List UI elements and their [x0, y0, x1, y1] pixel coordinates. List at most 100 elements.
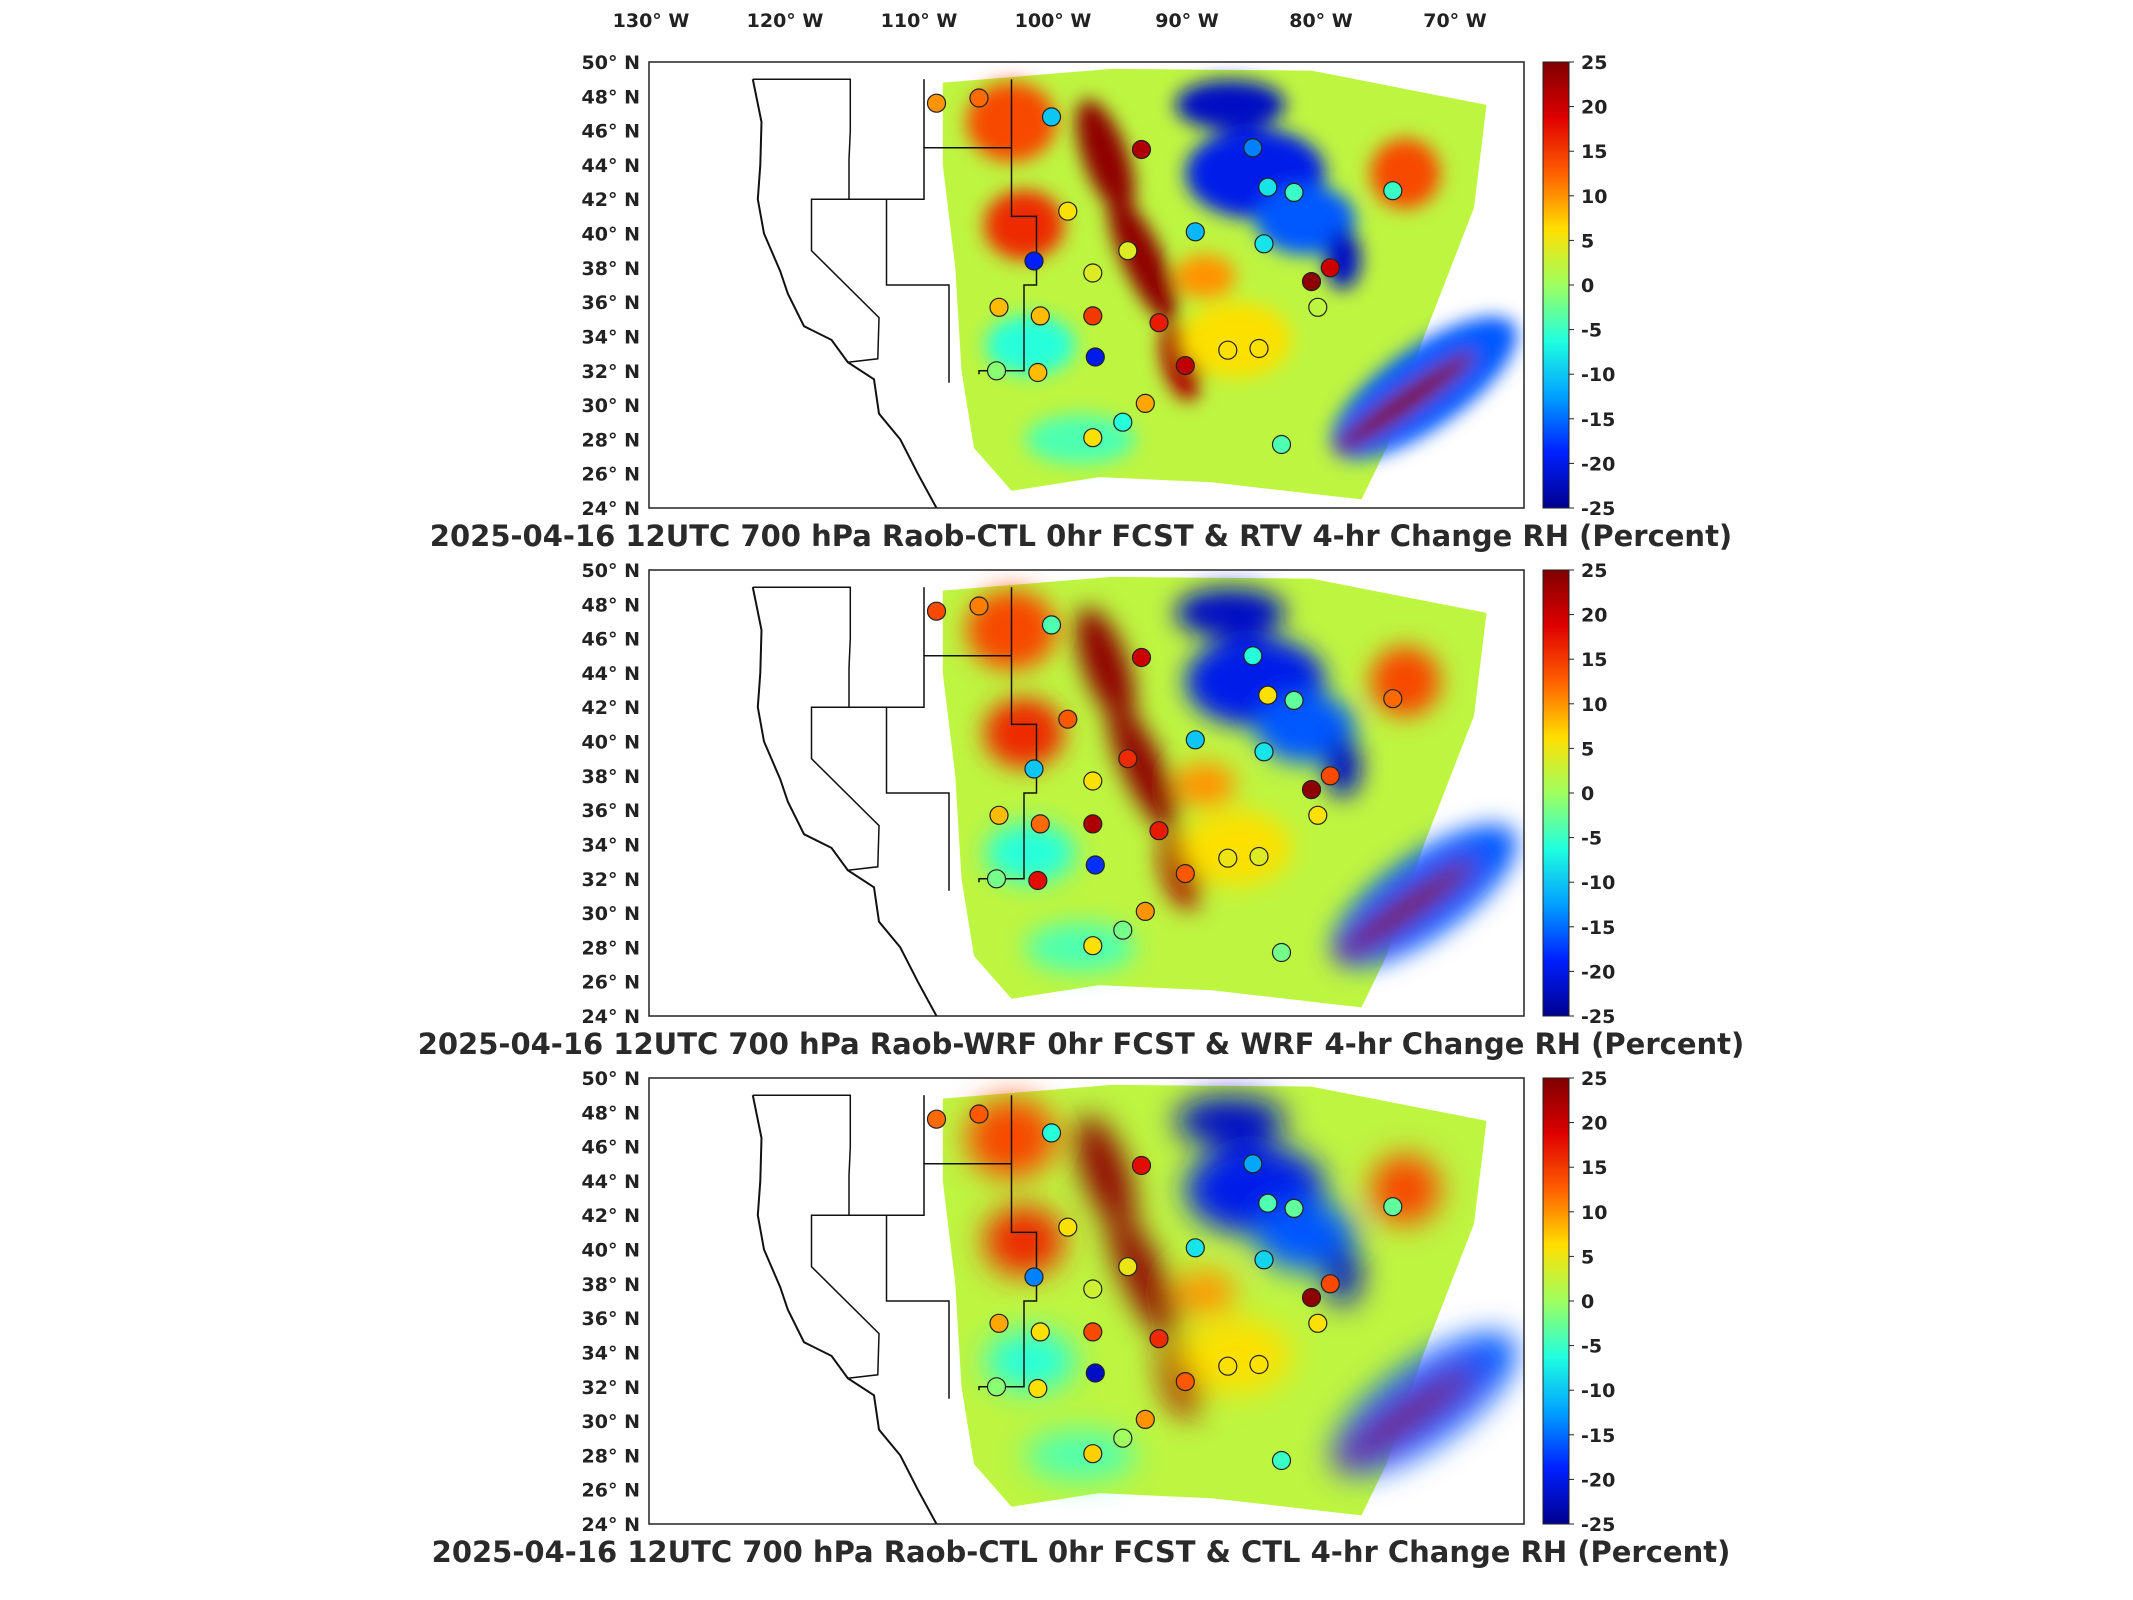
lat-tick: 40° N: [582, 224, 640, 246]
colorbar-tick: -10: [1581, 364, 1615, 386]
lat-axis: 50° N 48° N 46° N 44° N 42° N 40° N 38° N 36° N…: [582, 560, 640, 1028]
colorbar-tick: -20: [1581, 961, 1615, 983]
coastline: [751, 587, 938, 1016]
raob-marker: [1320, 766, 1340, 786]
raob-marker: [1030, 306, 1050, 326]
map-frame: [648, 569, 1525, 1017]
raob-marker: [926, 1109, 947, 1129]
raob-marker: [1113, 412, 1133, 432]
lat-tick: 44° N: [582, 155, 640, 177]
lat-tick: 24° N: [582, 498, 640, 520]
field-patches: [966, 79, 1517, 465]
colorbar-scale: [1542, 61, 1570, 509]
colorbar-tick: 20: [1581, 97, 1607, 119]
lat-tick: 44° N: [582, 1171, 640, 1193]
lat-tick: 50° N: [582, 1068, 640, 1090]
coastline: [751, 79, 938, 508]
raob-marker: [1083, 814, 1103, 834]
lat-tick: 44° N: [582, 663, 640, 685]
colorbar-tick: 20: [1581, 605, 1607, 627]
raob-marker: [1058, 201, 1078, 221]
state-borders: [978, 1095, 1038, 1391]
raob-marker: [1083, 428, 1103, 448]
lat-tick: 24° N: [582, 1006, 640, 1028]
colorbar-tick: 15: [1581, 141, 1607, 163]
panel-raob-wrf-wrf: 50° N 48° N 46° N 44° N 42° N 40° N 38° N 36° N…: [418, 560, 1745, 1061]
field-patch: [1175, 587, 1286, 638]
state-borders: [885, 1215, 950, 1399]
raob-marker: [1028, 362, 1048, 383]
field-patch: [1335, 351, 1476, 452]
raob-marker: [1083, 936, 1103, 956]
field-patch: [985, 1331, 1076, 1391]
raob-marker: [1085, 855, 1105, 875]
raob-marker: [1218, 848, 1238, 868]
field-patch: [985, 315, 1076, 375]
raob-marker: [1113, 920, 1133, 940]
raob-markers: [926, 1104, 1403, 1471]
raob-markers: [926, 88, 1403, 455]
raob-marker: [1083, 1444, 1103, 1464]
raob-marker: [1024, 759, 1044, 779]
raob-marker: [1083, 306, 1103, 326]
lat-tick: 50° N: [582, 560, 640, 582]
raob-marker: [1308, 297, 1328, 317]
raob-marker: [1185, 730, 1205, 750]
raob-marker: [926, 93, 947, 113]
raob-marker: [1254, 234, 1274, 254]
raob-marker: [1085, 1363, 1105, 1383]
colorbar-tick: 10: [1581, 1202, 1607, 1224]
colorbar-tick: 15: [1581, 649, 1607, 671]
raob-marker: [986, 361, 1007, 381]
colorbar-tick: -20: [1581, 453, 1615, 475]
field-patch: [1255, 1200, 1356, 1271]
raob-marker: [969, 1104, 989, 1124]
raob-marker: [1301, 779, 1322, 800]
raob-marker: [1024, 1267, 1044, 1287]
lat-tick: 32° N: [582, 361, 640, 383]
raob-marker: [1028, 1378, 1048, 1399]
lat-tick: 30° N: [582, 1411, 640, 1433]
field-patch: [1025, 414, 1136, 465]
field-patch: [1181, 809, 1292, 886]
colorbar-tick: -25: [1581, 1514, 1615, 1536]
field-patch: [985, 823, 1076, 883]
raob-marker: [1243, 138, 1263, 158]
field-patch: [1255, 184, 1356, 255]
raob-marker: [1383, 181, 1403, 201]
raob-marker: [1218, 340, 1238, 360]
lat-tick: 36° N: [582, 292, 640, 314]
raob-marker: [989, 805, 1009, 825]
raob-marker: [969, 596, 989, 616]
lon-tick-130w: 130° W: [613, 10, 690, 32]
lat-tick: 26° N: [582, 464, 640, 486]
field-patch: [1076, 607, 1135, 722]
colorbar-tick: -15: [1581, 409, 1615, 431]
state-borders: [885, 199, 950, 383]
field-patch: [1025, 922, 1136, 973]
raob-marker: [1083, 771, 1103, 791]
raob-marker: [1149, 1329, 1169, 1349]
field-patch: [1181, 1317, 1292, 1394]
lat-tick: 26° N: [582, 972, 640, 994]
field-patch: [1108, 1211, 1178, 1340]
lat-tick: 30° N: [582, 395, 640, 417]
lat-tick: 46° N: [582, 1137, 640, 1159]
lon-tick-110w: 110° W: [881, 10, 958, 32]
rh-change-field: [942, 576, 1517, 1008]
lat-tick: 34° N: [582, 1343, 640, 1365]
lat-tick: 38° N: [582, 1274, 640, 1296]
lon-axis: 130° W 120° W 110° W 100° W 90° W 80° W …: [613, 10, 1487, 32]
field-patch: [1108, 703, 1178, 832]
raob-marker: [1118, 241, 1138, 261]
raob-markers: [926, 596, 1403, 963]
colorbar-tick: 5: [1581, 230, 1594, 252]
colorbar-tick: 5: [1581, 1246, 1594, 1268]
lat-tick: 28° N: [582, 937, 640, 959]
colorbar-tick: 10: [1581, 694, 1607, 716]
colorbar-tick: -5: [1581, 1336, 1602, 1358]
field-patch: [1335, 1367, 1476, 1468]
lon-tick-100w: 100° W: [1015, 10, 1092, 32]
raob-marker: [1271, 1450, 1292, 1471]
colorbar-tick: -5: [1581, 320, 1602, 342]
